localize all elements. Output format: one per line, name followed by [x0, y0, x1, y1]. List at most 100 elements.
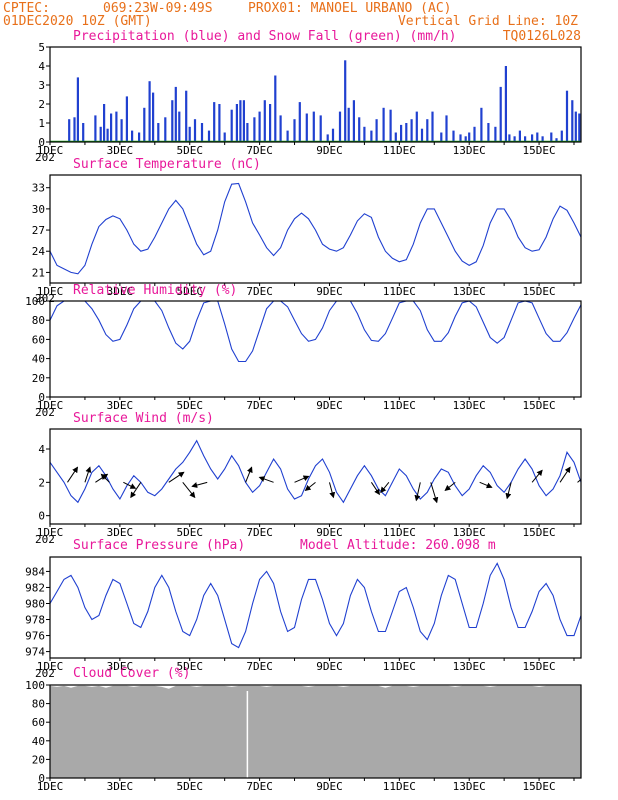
y-tick-label: 2 — [38, 98, 45, 111]
cloud-cover-frame — [49, 684, 582, 779]
y-tick-label: 980 — [25, 597, 45, 610]
precipitation-bar — [269, 104, 272, 142]
x-tick-label: 13DEC — [453, 660, 486, 673]
precipitation-bar — [382, 107, 385, 142]
pressure-plot-area — [50, 562, 581, 649]
y-tick-label: 21 — [32, 266, 45, 279]
precipitation-plot-area — [50, 60, 581, 142]
precipitation-bar — [115, 111, 118, 142]
y-tick-label: 1 — [38, 117, 45, 130]
x-tick-label: 7DEC — [246, 660, 273, 673]
x-tick-label: 1DEC — [37, 780, 64, 793]
precipitation-bar — [174, 86, 177, 142]
precipitation-bar — [524, 136, 527, 142]
cloud-cover-panel: Cloud Cover (%) 0 20 40 60 80 100 1DEC 3DEC 5DEC 7… — [25, 666, 582, 793]
x-tick-label: 1DEC — [37, 399, 64, 412]
y-tick-label: 3 — [38, 79, 45, 92]
y-tick-label: 20 — [32, 372, 45, 385]
precipitation-bar — [578, 113, 581, 142]
pressure-annotation: Model Altitude: 260.098 m — [300, 538, 496, 553]
x-tick-label: 5DEC — [176, 526, 203, 539]
precipitation-bar — [363, 126, 366, 142]
precipitation-bar — [200, 123, 204, 142]
x-tick-label: 3DEC — [107, 526, 134, 539]
x-tick-label: 7DEC — [246, 285, 273, 298]
x-tick-label: 5DEC — [176, 780, 203, 793]
precipitation-bar — [235, 104, 238, 142]
y-tick-label: 30 — [32, 203, 45, 216]
wind-vector — [559, 466, 571, 483]
precipitation-bar — [279, 115, 282, 142]
precipitation-bar — [110, 113, 113, 142]
x-tick-label: 11DEC — [383, 285, 416, 298]
header-run-date: 01DEC2020 10Z (GMT) — [3, 14, 152, 29]
x-tick-label: 13DEC — [453, 780, 486, 793]
precipitation-bar — [358, 117, 361, 142]
precipitation-bar — [459, 134, 462, 142]
temperature-line — [50, 182, 581, 275]
precipitation-bar — [274, 75, 277, 142]
x-tick-label: 7DEC — [246, 526, 273, 539]
x-tick-label: 9DEC — [316, 144, 343, 157]
y-tick-label: 40 — [32, 735, 45, 748]
wind-vector — [479, 481, 493, 489]
y-tick-label: 33 — [32, 182, 45, 195]
precipitation-bar — [94, 115, 97, 142]
wind-plot-area — [50, 439, 581, 504]
wind-vector — [380, 482, 390, 494]
precipitation-bar — [230, 109, 233, 142]
x-tick-label: 7DEC — [246, 780, 273, 793]
precipitation-bar — [508, 134, 511, 142]
precipitation-bar — [405, 123, 408, 142]
temperature-title: Surface Temperature (nC) — [73, 157, 261, 172]
wind-vector — [182, 482, 196, 499]
precipitation-bar — [103, 104, 106, 142]
precipitation-bar — [218, 104, 221, 142]
x-tick-label: 13DEC — [453, 399, 486, 412]
y-tick-label: 974 — [25, 646, 45, 659]
precipitation-bar — [499, 86, 502, 142]
x-year-label: 202 — [35, 667, 55, 680]
x-tick-label: 7DEC — [246, 399, 273, 412]
x-tick-label: 13DEC — [453, 144, 486, 157]
precipitation-bar — [344, 60, 347, 142]
pressure-panel: Surface Pressure (hPa) Model Altitude: 26… — [25, 538, 582, 680]
precipitation-bar — [555, 138, 558, 142]
precipitation-bar — [239, 100, 242, 142]
y-tick-label: 80 — [32, 698, 45, 711]
wind-vector — [505, 482, 512, 500]
x-tick-label: 5DEC — [176, 285, 203, 298]
x-tick-label: 9DEC — [316, 526, 343, 539]
humidity-title: Relative Humidity (%) — [73, 283, 237, 298]
precipitation-bar — [73, 117, 76, 142]
wind-vector — [294, 475, 310, 483]
wind-frame — [49, 428, 582, 525]
precipitation-bar — [445, 115, 448, 142]
temperature-panel: Surface Temperature (nC) 21 24 27 30 33 1DEC 3D… — [32, 157, 582, 305]
precipitation-bar — [473, 126, 476, 142]
x-tick-label: 9DEC — [316, 285, 343, 298]
precipitation-bar — [464, 136, 467, 142]
y-tick-label: 100 — [25, 295, 45, 308]
wind-vector — [444, 481, 456, 491]
humidity-line — [50, 301, 581, 363]
y-tick-label: 984 — [25, 565, 45, 578]
x-tick-label: 15DEC — [523, 660, 556, 673]
x-tick-label: 11DEC — [383, 660, 416, 673]
precipitation-bar — [253, 117, 256, 142]
wind-title: Surface Wind (m/s) — [73, 411, 214, 426]
precipitation-bar — [82, 123, 85, 142]
x-tick-label: 3DEC — [107, 285, 134, 298]
wind-vector — [123, 481, 137, 489]
precipitation-bar — [468, 132, 471, 142]
wind-vector — [84, 466, 92, 483]
pressure-frame — [49, 556, 582, 659]
wind-vector — [328, 482, 336, 499]
x-year-label: 202 — [35, 406, 55, 419]
precipitation-bar — [431, 111, 434, 142]
precipitation-bar — [223, 132, 226, 142]
precipitation-bar — [574, 111, 577, 142]
precipitation-bar — [99, 126, 102, 142]
wind-vector — [258, 476, 274, 483]
